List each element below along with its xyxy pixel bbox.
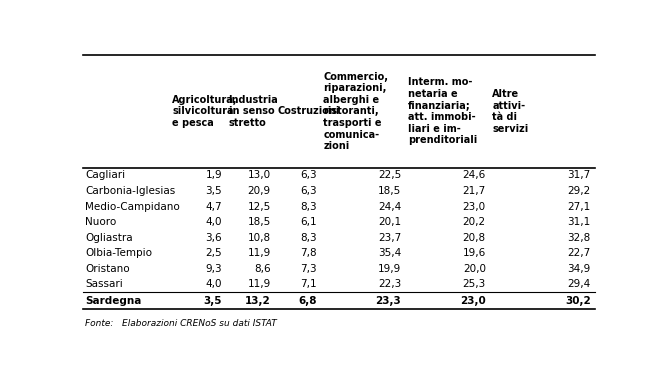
Text: Cagliari: Cagliari	[85, 171, 126, 180]
Text: 27,1: 27,1	[568, 201, 591, 211]
Text: 23,0: 23,0	[463, 201, 486, 211]
Text: 22,5: 22,5	[378, 171, 401, 180]
Text: 7,1: 7,1	[300, 279, 317, 289]
Text: 21,7: 21,7	[463, 186, 486, 196]
Text: 8,3: 8,3	[300, 232, 317, 243]
Text: Olbia-Tempio: Olbia-Tempio	[85, 248, 152, 258]
Text: 20,8: 20,8	[463, 232, 486, 243]
Text: 23,7: 23,7	[378, 232, 401, 243]
Text: Industria
in senso
stretto: Industria in senso stretto	[229, 95, 278, 128]
Text: 20,2: 20,2	[463, 217, 486, 227]
Text: Ogliastra: Ogliastra	[85, 232, 133, 243]
Text: 13,0: 13,0	[247, 171, 270, 180]
Text: 2,5: 2,5	[206, 248, 222, 258]
Text: 23,0: 23,0	[460, 296, 486, 306]
Text: 10,8: 10,8	[247, 232, 270, 243]
Text: 22,3: 22,3	[378, 279, 401, 289]
Text: Commercio,
riparazioni,
alberghi e
ristoranti,
trasporti e
comunica-
zioni: Commercio, riparazioni, alberghi e risto…	[323, 72, 389, 151]
Text: 12,5: 12,5	[247, 201, 270, 211]
Text: 19,9: 19,9	[378, 264, 401, 274]
Text: 8,6: 8,6	[254, 264, 270, 274]
Text: 18,5: 18,5	[247, 217, 270, 227]
Text: 11,9: 11,9	[247, 248, 270, 258]
Text: 4,0: 4,0	[206, 217, 222, 227]
Text: Sardegna: Sardegna	[85, 296, 141, 306]
Text: 3,6: 3,6	[206, 232, 222, 243]
Text: 4,0: 4,0	[206, 279, 222, 289]
Text: 18,5: 18,5	[378, 186, 401, 196]
Text: 30,2: 30,2	[565, 296, 591, 306]
Text: 29,2: 29,2	[568, 186, 591, 196]
Text: 6,8: 6,8	[298, 296, 317, 306]
Text: 13,2: 13,2	[245, 296, 270, 306]
Text: 4,7: 4,7	[206, 201, 222, 211]
Text: 6,3: 6,3	[300, 186, 317, 196]
Text: 35,4: 35,4	[378, 248, 401, 258]
Text: 6,1: 6,1	[300, 217, 317, 227]
Text: 3,5: 3,5	[206, 186, 222, 196]
Text: 20,9: 20,9	[247, 186, 270, 196]
Text: 24,4: 24,4	[378, 201, 401, 211]
Text: 22,7: 22,7	[568, 248, 591, 258]
Text: 7,3: 7,3	[300, 264, 317, 274]
Text: 7,8: 7,8	[300, 248, 317, 258]
Text: Medio-Campidano: Medio-Campidano	[85, 201, 180, 211]
Text: 24,6: 24,6	[463, 171, 486, 180]
Text: 31,1: 31,1	[568, 217, 591, 227]
Text: 20,1: 20,1	[378, 217, 401, 227]
Text: Oristano: Oristano	[85, 264, 130, 274]
Text: 31,7: 31,7	[568, 171, 591, 180]
Text: 34,9: 34,9	[568, 264, 591, 274]
Text: 25,3: 25,3	[463, 279, 486, 289]
Text: 3,5: 3,5	[204, 296, 222, 306]
Text: Carbonia-Iglesias: Carbonia-Iglesias	[85, 186, 175, 196]
Text: 32,8: 32,8	[568, 232, 591, 243]
Text: 23,3: 23,3	[375, 296, 401, 306]
Text: Fonte:   Elaborazioni CRENoS su dati ISTAT: Fonte: Elaborazioni CRENoS su dati ISTAT	[85, 319, 277, 328]
Text: 11,9: 11,9	[247, 279, 270, 289]
Text: Altre
attivi-
tà di
servizi: Altre attivi- tà di servizi	[492, 89, 529, 134]
Text: 1,9: 1,9	[206, 171, 222, 180]
Text: 19,6: 19,6	[463, 248, 486, 258]
Text: Sassari: Sassari	[85, 279, 123, 289]
Text: Interm. mo-
netaria e
finanziaria;
att. immobi-
liari e im-
prenditoriali: Interm. mo- netaria e finanziaria; att. …	[408, 77, 477, 146]
Text: 29,4: 29,4	[568, 279, 591, 289]
Text: Agricoltura,
silvicoltura
e pesca: Agricoltura, silvicoltura e pesca	[173, 95, 238, 128]
Text: Nuoro: Nuoro	[85, 217, 116, 227]
Text: 20,0: 20,0	[463, 264, 486, 274]
Text: Costruzioni: Costruzioni	[278, 106, 340, 116]
Text: 6,3: 6,3	[300, 171, 317, 180]
Text: 8,3: 8,3	[300, 201, 317, 211]
Text: 9,3: 9,3	[206, 264, 222, 274]
